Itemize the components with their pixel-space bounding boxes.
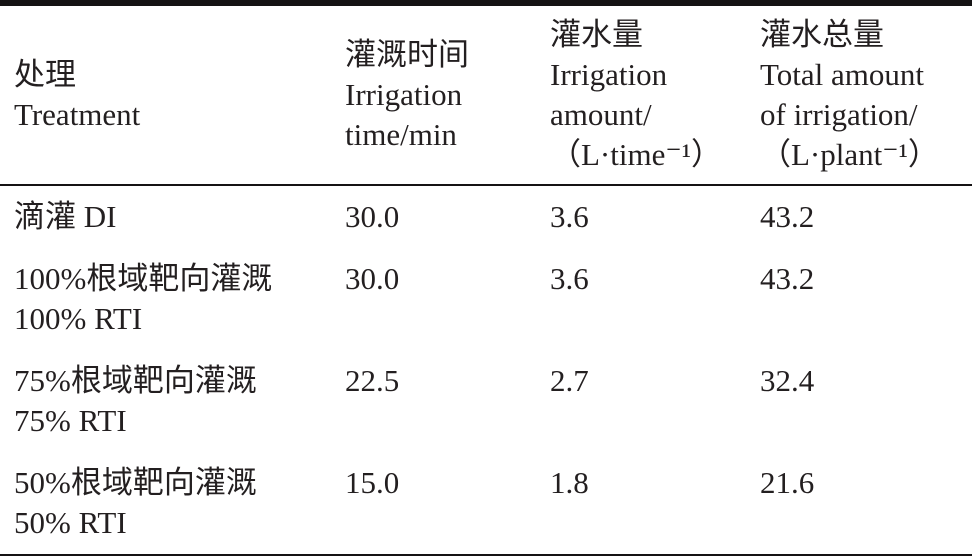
cell-total-irrigation: 21.6 [760, 465, 815, 500]
cell-treatment: 50%根域靶向灌溉 50% RTI [0, 452, 345, 556]
header-cell-treatment: 处理 Treatment [0, 3, 345, 186]
header-line-unit: （L·time⁻¹） [550, 137, 723, 172]
header-line-zh: 处理 [14, 57, 76, 92]
cell-irrigation-amount: 1.8 [550, 465, 589, 500]
cell-irrigation-amount: 2.7 [550, 363, 589, 398]
cell-irrigation-time: 30.0 [345, 199, 400, 234]
cell-treatment: 100%根域靶向灌溉 100% RTI [0, 248, 345, 350]
header-line-en: Treatment [14, 97, 141, 132]
table-row-100rti: 100%根域靶向灌溉 100% RTI 30.0 3.6 43.2 [0, 248, 972, 350]
header-line-unit: time/min [345, 117, 457, 152]
header-line-zh: 灌水总量 [760, 17, 884, 52]
cell-irrigation-amount: 3.6 [550, 199, 589, 234]
cell-irrigation-time: 30.0 [345, 261, 400, 296]
cell-irrigation-amount: 3.6 [550, 261, 589, 296]
header-cell-total-irrigation: 灌水总量 Total amount of irrigation/ （L·plan… [760, 3, 972, 186]
header-cell-irrigation-amount: 灌水量 Irrigation amount/ （L·time⁻¹） [550, 3, 760, 186]
cell-total-irrigation: 32.4 [760, 363, 815, 398]
header-line-en: Irrigation [345, 77, 463, 112]
treatment-label-zh: 75%根域靶向灌溉 [14, 363, 257, 398]
table-header: 处理 Treatment 灌溉时间 Irrigation time/min 灌水… [0, 3, 972, 186]
table-row-75rti: 75%根域靶向灌溉 75% RTI 22.5 2.7 32.4 [0, 350, 972, 452]
treatment-label-zh: 50%根域靶向灌溉 [14, 465, 257, 500]
header-line-en: Irrigation [550, 57, 668, 92]
treatment-label-en: 75% RTI [14, 403, 127, 438]
header-line-zh: 灌水量 [550, 17, 643, 52]
table-row-di: 滴灌 DI 30.0 3.6 43.2 [0, 185, 972, 248]
header-line-en: Total amount [760, 57, 924, 92]
cell-total-irrigation: 43.2 [760, 199, 815, 234]
header-cell-irrigation-time: 灌溉时间 Irrigation time/min [345, 3, 550, 186]
table-row-50rti: 50%根域靶向灌溉 50% RTI 15.0 1.8 21.6 [0, 452, 972, 556]
header-line-en2: of irrigation/ [760, 97, 918, 132]
header-line-unit: （L·plant⁻¹） [760, 137, 939, 172]
treatment-label-en: 100% RTI [14, 301, 143, 336]
cell-total-irrigation: 43.2 [760, 261, 815, 296]
treatment-label-en: 50% RTI [14, 505, 127, 540]
header-line-zh: 灌溉时间 [345, 37, 469, 72]
cell-treatment: 滴灌 DI [0, 185, 345, 248]
header-line-en2: amount/ [550, 97, 652, 132]
cell-irrigation-time: 15.0 [345, 465, 400, 500]
cell-irrigation-time: 22.5 [345, 363, 400, 398]
treatment-label-zh: 100%根域靶向灌溉 [14, 261, 273, 296]
cell-treatment: 75%根域靶向灌溉 75% RTI [0, 350, 345, 452]
table-body: 滴灌 DI 30.0 3.6 43.2 100%根域靶向灌溉 100% RTI … [0, 185, 972, 556]
treatment-label: 滴灌 DI [14, 199, 117, 234]
header-row: 处理 Treatment 灌溉时间 Irrigation time/min 灌水… [0, 3, 972, 186]
